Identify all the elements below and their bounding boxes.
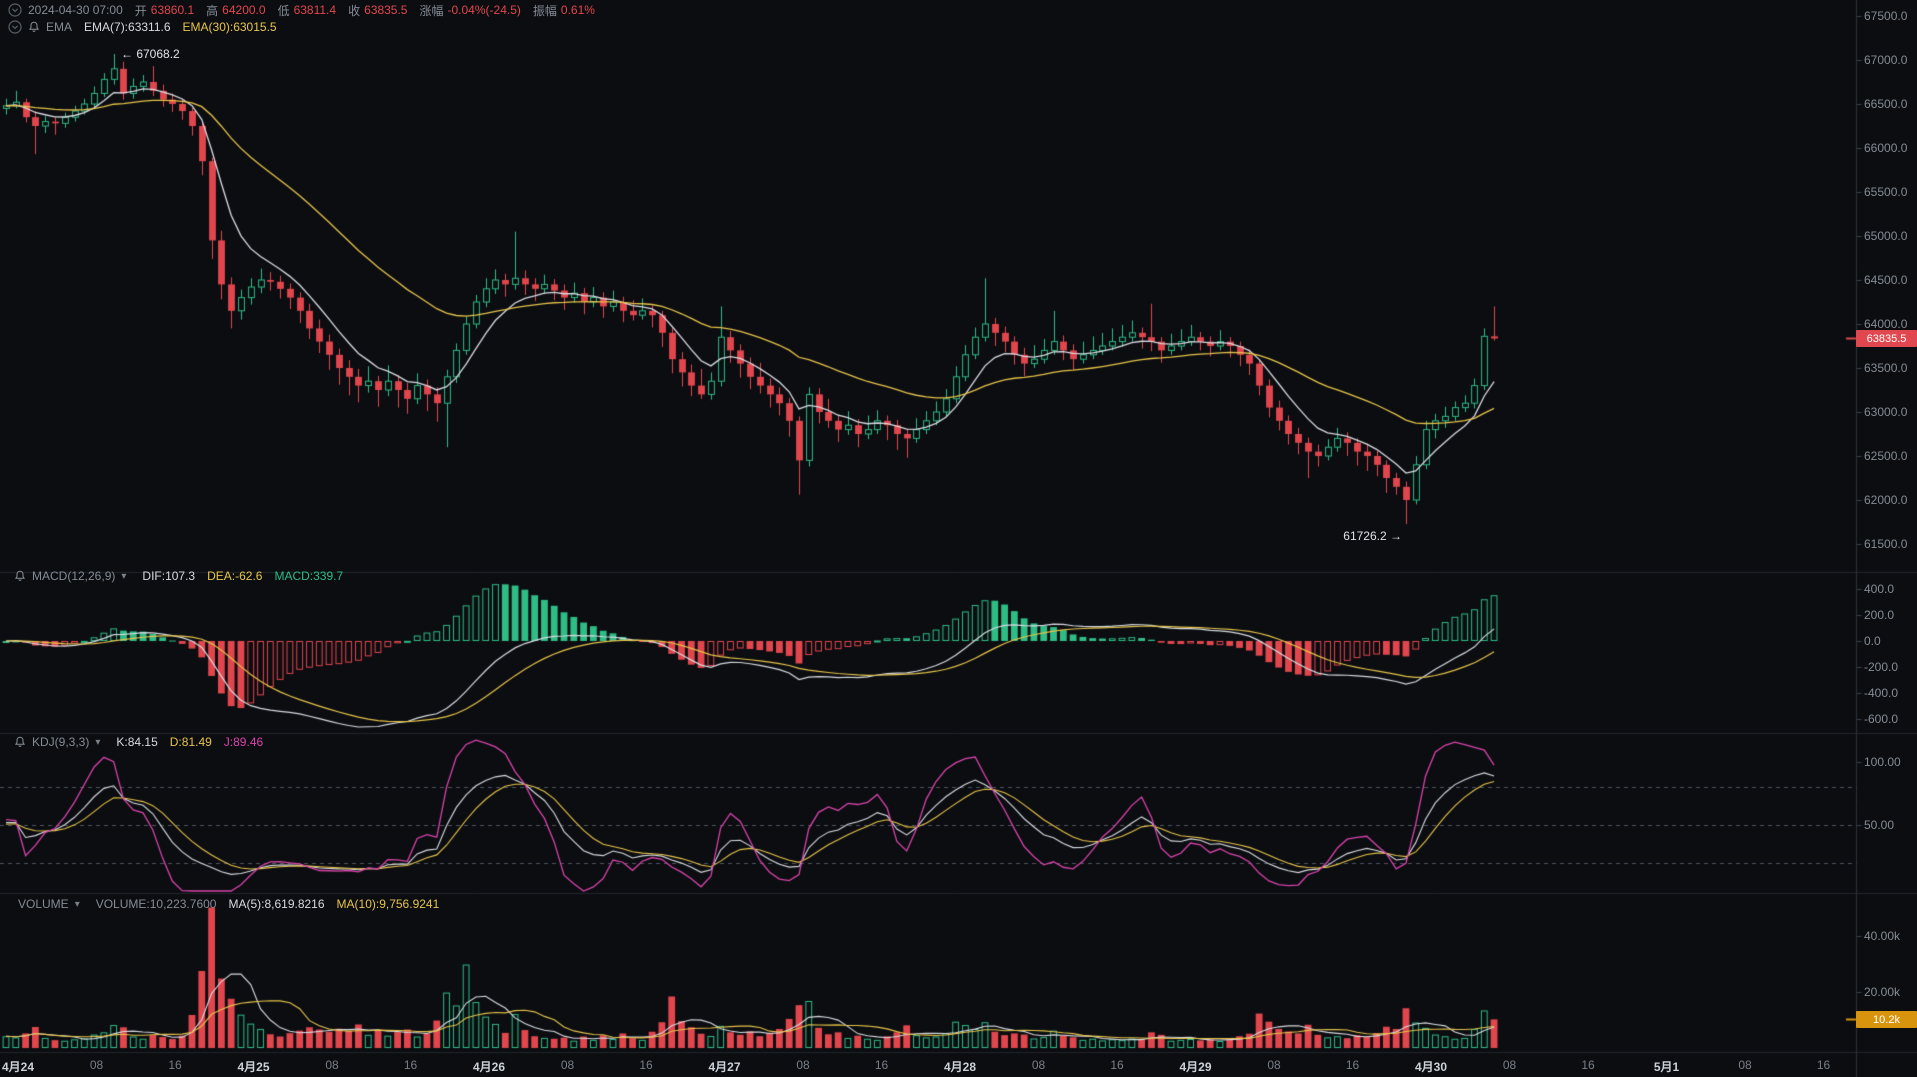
volume-value: VOLUME:10,223.7600 — [95, 897, 217, 911]
ema-title[interactable]: EMA — [46, 20, 73, 34]
dif-value: DIF:107.3 — [142, 569, 196, 583]
price-axis-label: 62500.0 — [1864, 449, 1908, 463]
time-axis-label: 16 — [639, 1058, 653, 1072]
close-label: 收 — [348, 3, 361, 18]
price-axis-label: 62000.0 — [1864, 493, 1908, 507]
price-axis-label: 64500.0 — [1864, 273, 1908, 287]
price-axis-label: 65000.0 — [1864, 229, 1908, 243]
chevron-down-icon[interactable]: ▾ — [95, 736, 101, 748]
candle-datetime: 2024-04-30 07:00 — [28, 3, 123, 17]
open-value: 63860.1 — [150, 3, 195, 17]
low-label: 低 — [277, 3, 290, 18]
price-axis-label: 66500.0 — [1864, 97, 1908, 111]
amplitude-value: 0.61% — [560, 3, 595, 17]
price-axis-label: 63000.0 — [1864, 405, 1908, 419]
ema30-value: EMA(30):63015.5 — [182, 20, 277, 34]
volume-ma5-value: MA(5):8,619.8216 — [228, 897, 325, 911]
price-axis-label: 66000.0 — [1864, 141, 1908, 155]
kdj-header: KDJ(9,3,3) ▾ K:84.15 D:81.49 J:89.46 — [14, 734, 263, 750]
collapse-circle-icon[interactable] — [8, 3, 22, 17]
time-axis-label: 16 — [1816, 1058, 1831, 1072]
ohlc-info-bar: 2024-04-30 07:00 开 63860.1 高 64200.0 低 6… — [8, 2, 595, 18]
time-axis-label: 08 — [1738, 1058, 1752, 1072]
macd-axis-label: 400.0 — [1864, 582, 1895, 596]
low-value: 63811.4 — [293, 3, 337, 17]
time-axis-label: 08 — [325, 1058, 339, 1072]
low-price-annotation: 61726.2 → — [1343, 529, 1402, 543]
bell-icon[interactable] — [14, 570, 26, 582]
time-axis-label: 16 — [874, 1058, 889, 1072]
time-axis-label: 4月28 — [943, 1060, 977, 1074]
d-value: D:81.49 — [169, 735, 212, 749]
time-axis-label: 16 — [168, 1058, 182, 1072]
macd-header: MACD(12,26,9) ▾ DIF:107.3 DEA:-62.6 MACD… — [14, 568, 343, 584]
price-axis-label: 67000.0 — [1864, 53, 1908, 67]
macd-axis-label: -400.0 — [1864, 686, 1899, 700]
change-label: 涨幅 — [419, 3, 444, 18]
open-label: 开 — [134, 3, 147, 18]
time-axis-label: 08 — [1267, 1058, 1281, 1072]
ema7-value: EMA(7):63311.6 — [84, 20, 171, 34]
time-axis-label: 08 — [796, 1058, 810, 1072]
macd-title[interactable]: MACD(12,26,9) — [32, 569, 116, 583]
price-axis-label: 64000.0 — [1864, 317, 1908, 331]
kdj-title[interactable]: KDJ(9,3,3) — [32, 735, 90, 749]
kdj-axis-label: 100.00 — [1864, 755, 1901, 769]
volume-header: VOLUME ▾ VOLUME:10,223.7600 MA(5):8,619.… — [18, 896, 439, 912]
k-value: K:84.15 — [116, 735, 158, 749]
volume-axis-label: 20.00k — [1864, 985, 1901, 999]
kdj-axis-label: 50.00 — [1864, 818, 1895, 832]
price-axis-label: 61500.0 — [1864, 537, 1908, 551]
time-axis-label: 4月26 — [472, 1060, 506, 1074]
time-axis-label: 08 — [560, 1058, 575, 1072]
macd-axis-label: 0.0 — [1864, 634, 1881, 648]
bell-icon[interactable] — [14, 736, 26, 748]
bell-icon[interactable] — [28, 21, 40, 33]
time-axis-label: 5月1 — [1653, 1060, 1680, 1074]
time-axis-label: 4月30 — [1414, 1060, 1448, 1074]
chevron-down-icon[interactable]: ▾ — [121, 570, 127, 582]
time-axis-label: 4月25 — [237, 1060, 270, 1074]
current-volume-tag: 10.2k — [1856, 1011, 1917, 1028]
time-axis-label: 08 — [1031, 1058, 1046, 1072]
chevron-down-icon[interactable]: ▾ — [74, 898, 80, 910]
ema-info-bar: EMA EMA(7):63311.6 EMA(30):63015.5 — [8, 19, 277, 35]
time-axis-label: 4月24 — [1, 1060, 35, 1074]
volume-ma10-value: MA(10):9,756.9241 — [336, 897, 440, 911]
close-value: 63835.5 — [364, 3, 408, 17]
volume-title[interactable]: VOLUME — [18, 897, 69, 911]
j-value: J:89.46 — [223, 735, 264, 749]
time-axis-label: 08 — [89, 1058, 104, 1072]
time-axis-label: 4月29 — [1179, 1060, 1212, 1074]
time-axis-label: 16 — [1345, 1058, 1360, 1072]
macd-axis-label: -600.0 — [1864, 712, 1899, 726]
time-axis-label: 4月27 — [708, 1060, 741, 1074]
macd-axis-label: 200.0 — [1864, 608, 1895, 622]
collapse-circle-icon[interactable] — [8, 20, 22, 34]
price-axis-label: 67500.0 — [1864, 9, 1908, 23]
amplitude-label: 振幅 — [532, 3, 557, 18]
time-axis-label: 08 — [1502, 1058, 1517, 1072]
volume-axis-label: 40.00k — [1864, 929, 1901, 943]
time-axis-label: 16 — [1110, 1058, 1124, 1072]
dea-value: DEA:-62.6 — [207, 569, 263, 583]
time-axis-label: 16 — [403, 1058, 418, 1072]
macd-axis-label: -200.0 — [1864, 660, 1899, 674]
price-axis-label: 65500.0 — [1864, 185, 1908, 199]
high-value: 64200.0 — [222, 3, 266, 17]
macd-value: MACD:339.7 — [274, 569, 344, 583]
high-price-annotation: ← 67068.2 — [121, 47, 180, 61]
price-axis-label: 63500.0 — [1864, 361, 1908, 375]
high-label: 高 — [206, 3, 219, 18]
current-price-tag: 63835.5 — [1856, 330, 1917, 347]
change-value: -0.04%(-24.5) — [447, 3, 521, 17]
time-axis-label: 16 — [1581, 1058, 1595, 1072]
